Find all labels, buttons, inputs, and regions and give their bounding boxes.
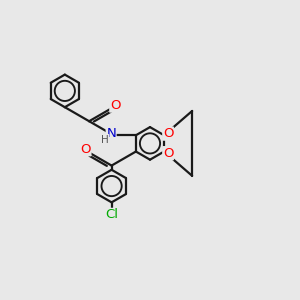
- Text: Cl: Cl: [105, 208, 118, 221]
- Text: O: O: [80, 143, 91, 156]
- Text: O: O: [163, 147, 173, 160]
- Text: N: N: [106, 128, 116, 140]
- Text: O: O: [163, 127, 173, 140]
- Text: O: O: [110, 99, 120, 112]
- Text: H: H: [101, 134, 109, 145]
